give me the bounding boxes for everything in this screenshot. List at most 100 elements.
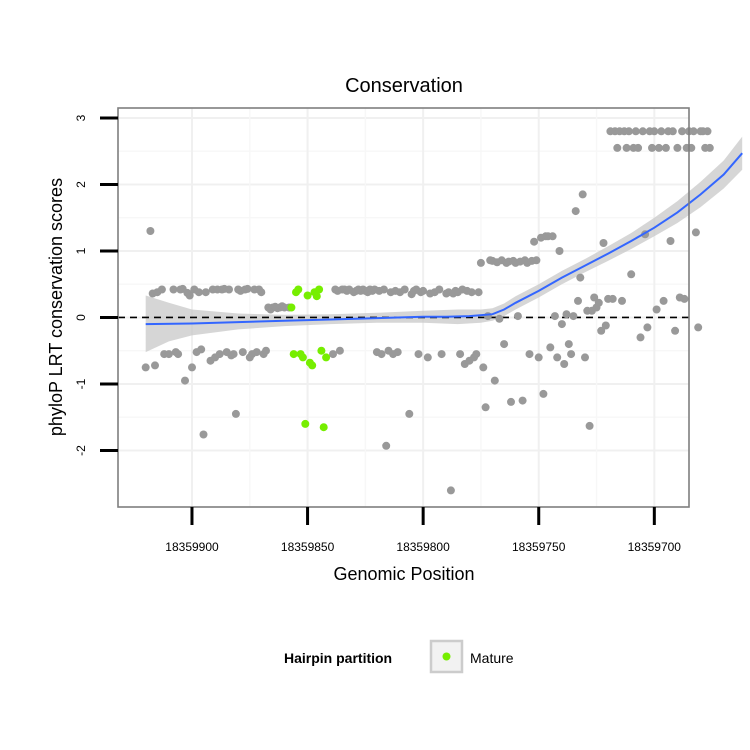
x-tick-label: 18359850: [281, 540, 335, 554]
data-point-other: [574, 296, 582, 305]
data-point-other: [379, 285, 388, 294]
data-point-other: [627, 270, 636, 279]
legend-title: Hairpin partition: [284, 650, 392, 666]
data-point-other: [666, 237, 675, 245]
data-point-other: [530, 237, 539, 246]
smooth-trend-line: [145, 152, 743, 326]
data-point-other: [599, 239, 608, 247]
data-point-other: [694, 323, 703, 332]
data-point-other: [668, 127, 677, 136]
data-point-other: [652, 305, 661, 314]
ribbon-area: [145, 136, 743, 353]
x-tick-label: 18359700: [628, 540, 682, 554]
data-point-mature: [289, 350, 298, 359]
data-point-other: [659, 296, 668, 305]
panel-background: [118, 108, 689, 507]
data-point-other: [671, 326, 680, 335]
data-point-mature: [315, 285, 324, 294]
data-point-mature: [312, 292, 321, 301]
data-point-other: [157, 285, 166, 294]
data-point-other: [474, 288, 483, 297]
data-point-mature: [298, 353, 307, 362]
y-tick-label: 2: [74, 181, 88, 188]
data-point-other: [643, 323, 652, 332]
data-point-other: [335, 346, 344, 355]
data-point-other: [581, 353, 589, 362]
data-point-other: [262, 346, 270, 355]
y-tick-label: -2: [74, 445, 88, 456]
data-point-other: [238, 348, 247, 357]
data-point-other: [377, 350, 386, 359]
data-point-other: [400, 285, 409, 294]
data-point-other: [243, 284, 252, 293]
data-point-other: [657, 127, 666, 136]
data-point-mature: [319, 423, 328, 432]
data-point-other: [613, 143, 622, 152]
data-point-other: [500, 340, 509, 349]
data-point-other: [594, 298, 603, 307]
data-point-other: [201, 288, 210, 297]
data-point-mature: [317, 346, 326, 355]
data-point-other: [472, 350, 481, 359]
x-axis-title: Genomic Position: [333, 564, 474, 584]
data-point-mature: [287, 303, 296, 312]
confidence-ribbon: [145, 136, 743, 353]
data-point-other: [405, 409, 414, 418]
x-tick-label: 18359800: [396, 540, 450, 554]
data-point-other: [678, 127, 687, 136]
data-point-other: [174, 350, 183, 359]
data-point-other: [490, 376, 499, 385]
x-tick-label: 18359750: [512, 540, 566, 554]
data-point-other: [181, 376, 189, 385]
data-point-other: [689, 127, 698, 136]
data-point-mature: [303, 291, 312, 300]
data-point-other: [329, 350, 337, 359]
data-point-mature: [308, 361, 317, 370]
data-point-other: [585, 421, 594, 430]
data-point-other: [648, 143, 656, 152]
data-point-other: [624, 127, 633, 136]
data-point-other: [229, 350, 238, 359]
x-axis: 18359700 18359750 18359800 18359850 18359900: [165, 507, 681, 554]
data-point-other: [622, 143, 631, 152]
data-point-other: [146, 227, 155, 235]
data-point-other: [467, 288, 476, 297]
data-point-other: [555, 247, 564, 255]
data-point-other: [705, 143, 714, 152]
data-point-other: [525, 350, 534, 359]
data-point-other: [597, 326, 606, 335]
data-point-other: [446, 486, 455, 495]
panel-border: [117, 107, 690, 508]
data-point-other: [650, 127, 659, 136]
data-point-other: [479, 363, 488, 372]
data-point-other: [141, 363, 150, 372]
data-point-other: [194, 288, 203, 297]
data-point-other: [513, 312, 522, 321]
data-point-other: [164, 350, 173, 359]
data-point-other: [481, 403, 490, 412]
data-point-other: [231, 409, 240, 418]
data-point-other: [654, 143, 663, 152]
data-point-other: [185, 291, 194, 300]
data-point-other: [560, 360, 569, 368]
data-point-other: [197, 345, 206, 354]
data-point-other: [257, 288, 266, 297]
data-point-other: [550, 312, 559, 321]
y-axis-title: phyloP LRT conservation scores: [46, 178, 66, 436]
data-point-other: [557, 320, 566, 329]
legend-label-mature: Mature: [470, 650, 514, 666]
data-point-other: [539, 389, 548, 398]
chart-title: Conservation: [345, 75, 463, 97]
data-point-other: [252, 348, 261, 357]
data-point-mature: [294, 285, 303, 294]
data-point-other: [435, 285, 444, 294]
data-point-other: [576, 273, 585, 282]
data-point-other: [691, 228, 700, 237]
data-point-other: [423, 353, 432, 362]
y-tick-label: 0: [74, 314, 88, 321]
legend-key-box: [429, 639, 464, 674]
data-point-other: [618, 296, 626, 305]
legend: Hairpin partition Mature: [284, 639, 514, 674]
data-point-other: [578, 190, 587, 199]
